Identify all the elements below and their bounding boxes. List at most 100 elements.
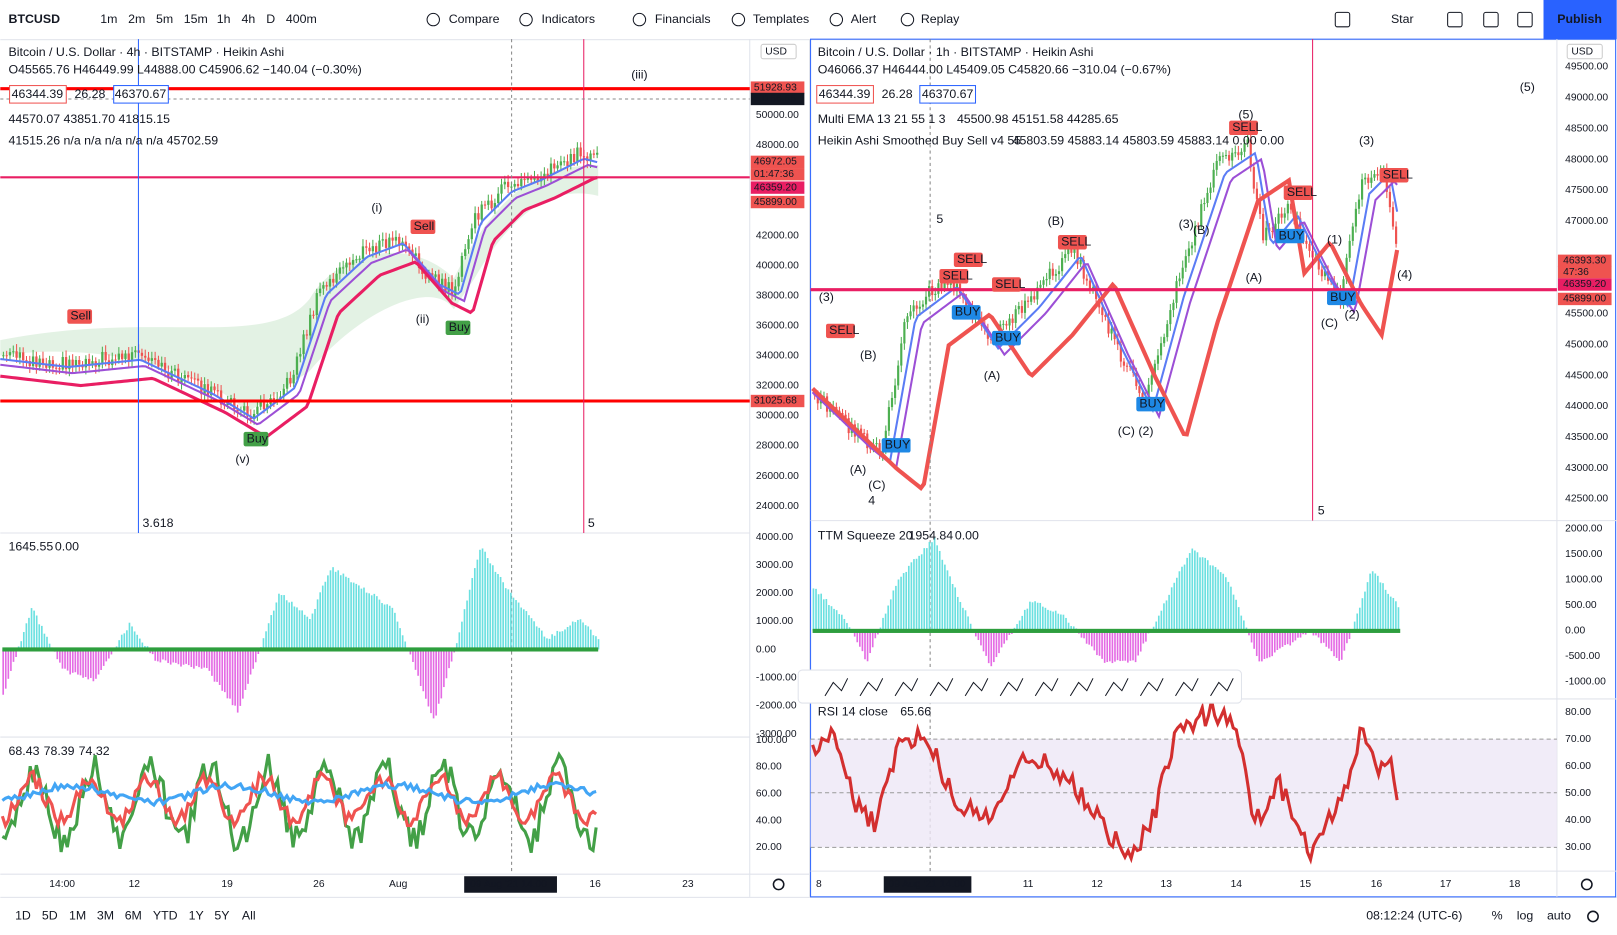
histogram-bar <box>843 618 846 631</box>
interval-button[interactable]: 15m <box>184 12 208 26</box>
histogram-bar <box>907 565 910 631</box>
histogram-bar <box>522 609 525 650</box>
annotation: 4 <box>868 493 875 507</box>
price-axis-label: 42500.00 <box>1565 494 1608 505</box>
candle-body <box>1224 155 1228 157</box>
interval-button[interactable]: 5m <box>156 12 173 26</box>
histogram-bar <box>358 585 360 650</box>
histogram-bar <box>923 548 926 631</box>
histogram-bar <box>370 595 373 650</box>
histogram-bar <box>1333 630 1335 657</box>
currency: USD <box>1571 46 1593 57</box>
indicator-values: 45803.59 45883.14 45803.59 45883.14 0.00… <box>1013 133 1285 147</box>
histogram-bar <box>229 649 231 699</box>
toolbar-button[interactable]: Financials <box>655 12 711 26</box>
candle-body <box>381 239 384 241</box>
price-tag <box>750 195 805 209</box>
scale-option[interactable]: log <box>1517 909 1534 923</box>
interval-button[interactable]: D <box>266 12 275 26</box>
candle-body <box>78 360 81 365</box>
range-button[interactable]: 1Y <box>189 909 204 923</box>
histogram-bar <box>267 623 270 650</box>
drawing-tool[interactable] <box>1175 678 1199 697</box>
scale-option[interactable]: auto <box>1547 909 1571 923</box>
candle-body <box>84 358 88 368</box>
interval-button[interactable]: 1h <box>217 12 231 26</box>
histogram-bar <box>363 587 365 650</box>
candle-body <box>516 183 520 187</box>
drawing-tool[interactable] <box>1069 678 1094 697</box>
candle-body <box>335 273 338 283</box>
range-button[interactable]: All <box>242 909 256 923</box>
histogram-bar <box>435 649 437 716</box>
candle-body <box>1054 274 1057 276</box>
signal-badge <box>1229 120 1258 136</box>
histogram-bar <box>1377 575 1379 631</box>
range-button[interactable]: 1M <box>69 909 86 923</box>
range-button[interactable]: 1D <box>15 909 31 923</box>
histogram-bar <box>1188 553 1191 631</box>
histogram-bar <box>577 619 579 650</box>
histogram-bar <box>840 614 843 631</box>
scale-option[interactable]: % <box>1492 909 1503 923</box>
histogram-bar <box>25 623 28 650</box>
histogram-bar <box>156 649 159 662</box>
settings-icon[interactable] <box>1587 910 1599 923</box>
histogram-bar <box>22 632 25 650</box>
drawing-tool[interactable] <box>824 678 849 697</box>
price-axis-label: 45000.00 <box>1565 339 1608 350</box>
histogram-bar <box>1325 630 1328 647</box>
price-axis-label: 42000.00 <box>756 230 799 241</box>
settings-icon[interactable] <box>1580 878 1593 891</box>
histogram-bar <box>1343 630 1346 651</box>
settings-icon[interactable] <box>772 878 785 891</box>
ask: 46370.67 <box>115 87 167 101</box>
histogram-bar <box>339 575 342 650</box>
candle-body <box>579 147 582 157</box>
toolbar-button[interactable]: Compare <box>449 12 500 26</box>
histogram-bar <box>1132 630 1134 661</box>
candle-body <box>447 282 450 292</box>
histogram-bar <box>969 623 972 631</box>
indicator-values: 45500.98 45151.58 44285.65 <box>957 112 1119 126</box>
date-axis-label: 12 <box>129 879 141 890</box>
candle-body <box>1107 316 1110 334</box>
histogram-bar <box>1181 566 1183 631</box>
interval-button[interactable]: 400m <box>286 12 317 26</box>
publish-label[interactable]: Publish <box>1557 12 1602 26</box>
candle-body <box>404 241 407 247</box>
annotation: SELL <box>1232 120 1262 134</box>
candle-body <box>844 414 847 419</box>
range-button[interactable]: YTD <box>153 909 178 923</box>
histogram-bar <box>368 593 370 650</box>
toolbar-button[interactable]: Replay <box>921 12 960 26</box>
candle-body <box>25 360 28 362</box>
drawing-tool[interactable] <box>1210 678 1234 697</box>
histogram-bar <box>334 571 337 650</box>
drawing-tool[interactable] <box>929 678 954 697</box>
star-button[interactable]: Star <box>1391 12 1414 26</box>
range-button[interactable]: 5Y <box>214 909 229 923</box>
interval-button[interactable]: 2m <box>128 12 145 26</box>
drawing-tool[interactable] <box>894 678 919 697</box>
publish-button[interactable] <box>1543 0 1617 40</box>
range-button[interactable]: 5D <box>42 909 58 923</box>
histogram-bar <box>92 649 95 682</box>
interval-button[interactable]: 4h <box>242 12 256 26</box>
drawing-tool[interactable] <box>859 678 884 697</box>
histogram-bar <box>1299 630 1302 638</box>
toolbar-button[interactable]: Templates <box>753 12 809 26</box>
histogram-bar <box>352 582 355 650</box>
drawing-tool[interactable] <box>1140 678 1164 697</box>
active-chart-border <box>810 38 1617 898</box>
drawing-tool[interactable] <box>1104 678 1129 697</box>
drawing-tool[interactable] <box>999 678 1024 697</box>
range-button[interactable]: 3M <box>97 909 114 923</box>
toolbar-button[interactable]: Indicators <box>542 12 596 26</box>
toolbar-button[interactable]: Alert <box>851 12 877 26</box>
interval-button[interactable]: 1m <box>100 12 117 26</box>
range-button[interactable]: 6M <box>125 909 142 923</box>
drawing-tool[interactable] <box>1034 678 1059 697</box>
drawing-tool[interactable] <box>964 678 989 697</box>
histogram-bar <box>244 649 247 690</box>
